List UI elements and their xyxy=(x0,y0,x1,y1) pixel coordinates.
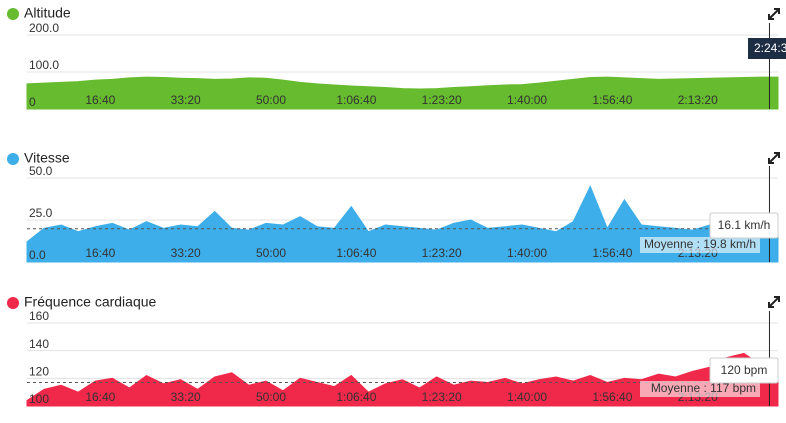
cursor-time-box xyxy=(748,38,786,59)
average-label-box xyxy=(640,237,760,253)
chart-title: Fréquence cardiaque xyxy=(24,294,157,310)
y-tick-label: 50.0 xyxy=(29,164,53,178)
x-tick-label: 33:20 xyxy=(171,390,201,404)
y-tick-label: 0.0 xyxy=(29,248,46,262)
area xyxy=(26,76,779,110)
average-label: Moyenne : 117 bpm xyxy=(651,381,756,395)
y-tick-label: 200.0 xyxy=(29,21,59,35)
y-tick-label: 0 xyxy=(29,95,36,109)
readout-box xyxy=(709,357,779,384)
chart-title: Altitude xyxy=(24,5,71,21)
x-tick-label: 1:23:20 xyxy=(422,246,462,260)
y-tick-label: 100 xyxy=(29,392,49,406)
x-tick-label: 50:00 xyxy=(256,390,286,404)
legend-marker xyxy=(7,8,19,20)
readout-box xyxy=(709,212,779,239)
expand-arrows[interactable] xyxy=(768,8,780,20)
x-tick-label: 50:00 xyxy=(256,93,286,107)
x-tick-label: 1:06:40 xyxy=(336,93,376,107)
x-tick-label: 1:23:20 xyxy=(422,390,462,404)
expand-arrows[interactable] xyxy=(768,296,780,308)
x-tick-label: 1:56:40 xyxy=(592,93,632,107)
x-tick-label: 1:56:40 xyxy=(592,246,632,260)
readout-label: 120 bpm xyxy=(721,363,768,377)
expand-icon[interactable] xyxy=(768,152,780,164)
y-tick-label: 160 xyxy=(29,309,49,323)
readout-label: 16.1 km/h xyxy=(718,218,771,232)
expand-arrows[interactable] xyxy=(768,152,780,164)
legend-marker xyxy=(7,153,19,165)
legend-marker xyxy=(7,297,19,309)
x-tick-label: 33:20 xyxy=(171,246,201,260)
y-tick-label: 120 xyxy=(29,365,49,379)
x-tick-label: 16:40 xyxy=(85,93,115,107)
x-tick-label: 1:06:40 xyxy=(336,390,376,404)
x-tick-label: 16:40 xyxy=(85,246,115,260)
x-tick-label: 33:20 xyxy=(171,93,201,107)
x-tick-label: 1:23:20 xyxy=(422,93,462,107)
average-label: Moyenne : 19.8 km/h xyxy=(644,237,756,251)
x-tick-label: 1:40:00 xyxy=(507,246,547,260)
chart-title: Vitesse xyxy=(24,150,70,166)
y-tick-label: 140 xyxy=(29,337,49,351)
y-tick-label: 25.0 xyxy=(29,206,53,220)
cursor-time: 2:24:3 xyxy=(754,41,786,55)
expand-icon[interactable] xyxy=(768,296,780,308)
x-tick-label: 1:40:00 xyxy=(507,390,547,404)
expand-icon[interactable] xyxy=(768,8,780,20)
x-tick-label: 1:40:00 xyxy=(507,93,547,107)
x-tick-label: 16:40 xyxy=(85,390,115,404)
area xyxy=(26,185,779,263)
average-label-box xyxy=(640,381,760,397)
x-tick-label: 50:00 xyxy=(256,246,286,260)
area xyxy=(26,352,779,407)
x-tick-label: 2:13:20 xyxy=(678,93,718,107)
y-tick-label: 100.0 xyxy=(29,58,59,72)
x-tick-label: 1:06:40 xyxy=(336,246,376,260)
x-tick-label: 1:56:40 xyxy=(592,390,632,404)
